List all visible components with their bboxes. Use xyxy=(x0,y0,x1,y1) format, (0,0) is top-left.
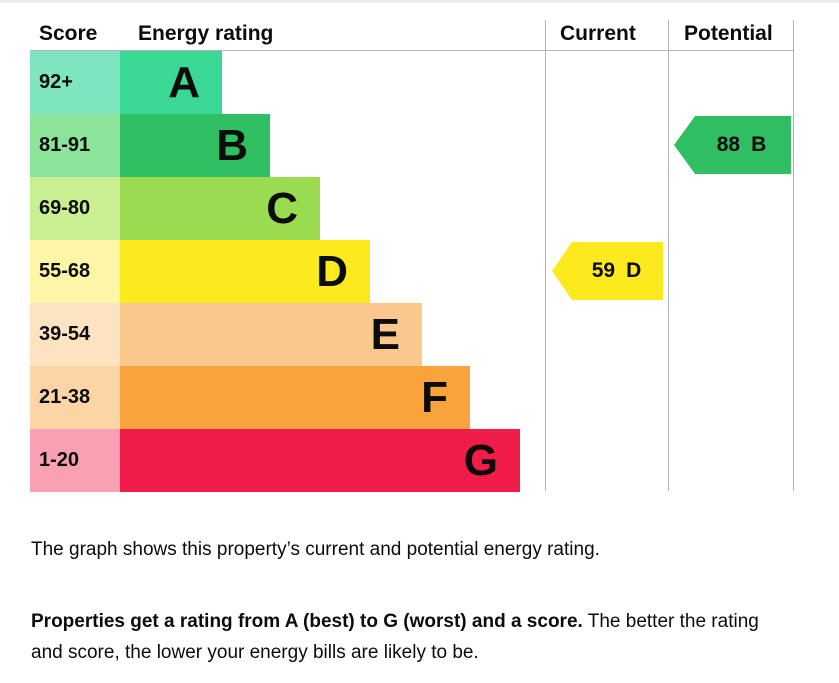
score-range: 69-80 xyxy=(30,177,120,240)
band-row-e: 39-54 E xyxy=(30,303,422,366)
band-bar-e: E xyxy=(120,303,422,366)
rating-explanation-rest: The better the rating and score, the low… xyxy=(31,611,759,663)
rating-explanation: Properties get a rating from A (best) to… xyxy=(31,606,788,668)
band-letter: A xyxy=(168,57,200,107)
score-range: 55-68 xyxy=(30,240,120,303)
band-bar-f: F xyxy=(120,366,470,429)
current-rating-value: 59 xyxy=(591,259,616,282)
potential-rating-arrow: 88 B xyxy=(674,116,791,174)
current-column-left-border xyxy=(545,20,546,491)
band-row-a: 92+ A xyxy=(30,51,222,114)
band-bar-g: G xyxy=(120,429,520,492)
band-row-g: 1-20 G xyxy=(30,429,520,492)
band-letter: C xyxy=(266,183,298,233)
band-letter: D xyxy=(316,246,348,296)
band-bar-d: D xyxy=(120,240,370,303)
score-range: 39-54 xyxy=(30,303,120,366)
band-letter: F xyxy=(421,372,448,422)
rating-explanation-bold: Properties get a rating from A (best) to… xyxy=(31,611,583,632)
band-row-b: 81-91 B xyxy=(30,114,270,177)
current-rating-band: D xyxy=(626,259,642,282)
chart-caption: The graph shows this property’s current … xyxy=(31,539,600,560)
potential-rating-value: 88 xyxy=(716,133,741,156)
band-bar-b: B xyxy=(120,114,270,177)
potential-column-left-border xyxy=(668,20,669,491)
potential-rating-band: B xyxy=(751,133,767,156)
band-letter: E xyxy=(370,309,400,359)
score-range: 92+ xyxy=(30,51,120,114)
current-rating-arrow: 59 D xyxy=(552,242,663,300)
score-range: 21-38 xyxy=(30,366,120,429)
score-range: 1-20 xyxy=(30,429,120,492)
band-letter: B xyxy=(216,120,248,170)
energy-rating-header: Energy rating xyxy=(138,22,274,45)
band-row-d: 55-68 D xyxy=(30,240,370,303)
current-header: Current xyxy=(560,22,636,45)
band-row-f: 21-38 F xyxy=(30,366,470,429)
band-letter: G xyxy=(463,435,498,485)
potential-column-right-border xyxy=(793,20,794,491)
score-range: 81-91 xyxy=(30,114,120,177)
band-bar-c: C xyxy=(120,177,320,240)
score-header: Score xyxy=(39,22,98,45)
band-bar-a: A xyxy=(120,51,222,114)
band-row-c: 69-80 C xyxy=(30,177,320,240)
header-divider-line xyxy=(30,50,794,51)
potential-header: Potential xyxy=(684,22,773,45)
